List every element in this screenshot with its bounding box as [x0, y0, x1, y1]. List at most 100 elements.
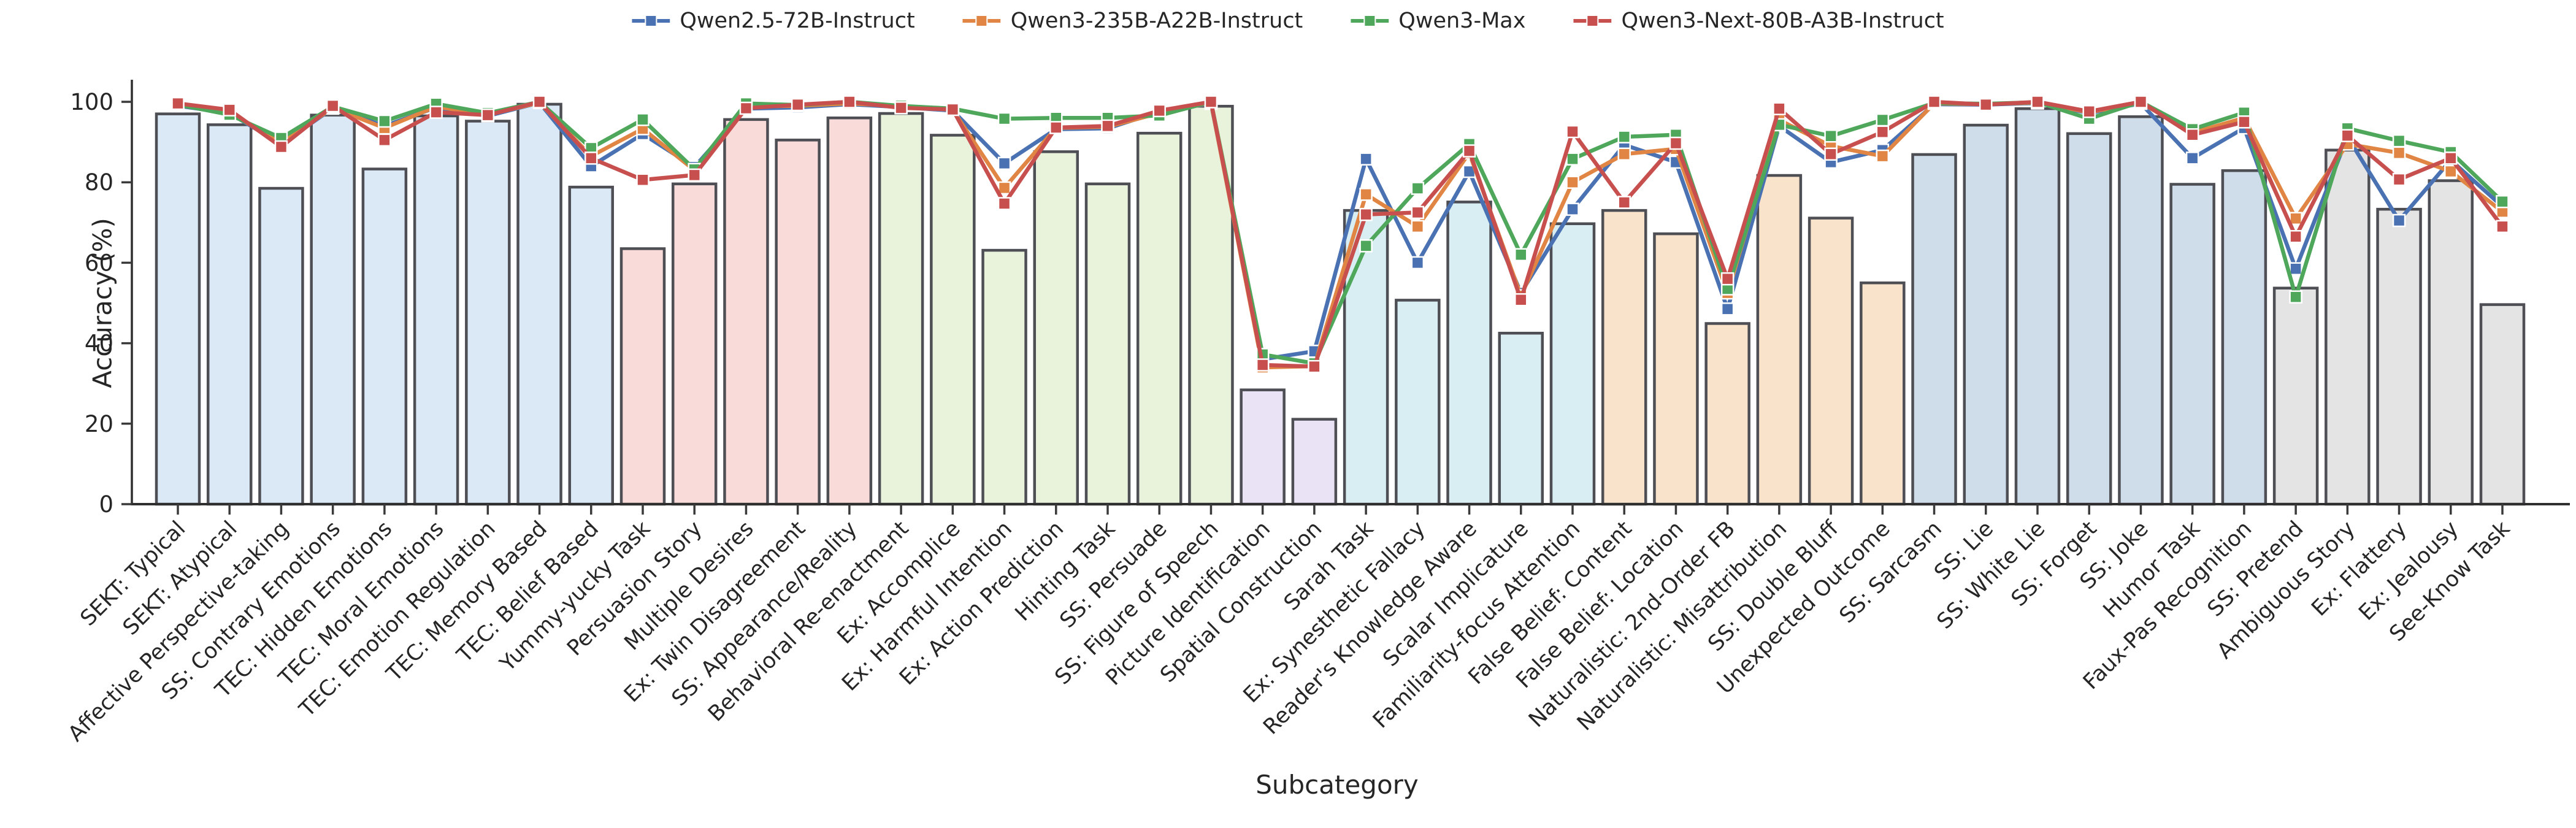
marker-Qwen3-Next-80B-A3B-Instruct-TEC: Emotion Regulation: [481, 108, 495, 122]
marker-Qwen3-Next-80B-A3B-Instruct-SS: White Lie: [2031, 95, 2044, 109]
marker-Qwen2.5-72B-Instruct-Familiarity-focus Attention: [1566, 202, 1579, 216]
marker-Qwen3-Next-80B-A3B-Instruct-Scalar Implicature: [1514, 293, 1528, 307]
marker-Qwen3-Next-80B-A3B-Instruct-Naturalistic: 2nd-Order FB: [1720, 272, 1735, 286]
marker-Qwen3-Next-80B-A3B-Instruct-Faux-Pas Recognition: [2237, 115, 2251, 129]
bar-SS: Double Bluff: [1807, 217, 1854, 506]
marker-Qwen3-Next-80B-A3B-Instruct-Hinting Task: [1101, 119, 1114, 133]
bar-Ex: Jealousy: [2428, 179, 2474, 506]
bar-Ex: Synesthetic Fallacy: [1395, 299, 1441, 506]
marker-Qwen3-Next-80B-A3B-Instruct-SS: Joke: [2134, 95, 2148, 109]
bar-TEC: Hidden Emotions: [361, 167, 408, 506]
marker-Qwen3-235B-A22B-Instruct-Ex: Jealousy: [2444, 164, 2458, 178]
y-tick-label: 100: [70, 89, 113, 115]
legend-item-3: Qwen3-Max: [1351, 9, 1525, 33]
bar-SEKT: Atypical: [206, 123, 253, 506]
bars-layer: [155, 102, 2526, 506]
marker-Qwen3-Next-80B-A3B-Instruct-SEKT: Atypical: [223, 103, 236, 117]
bar-Picture Identification: [1240, 388, 1286, 506]
bar-Ex: Action Prediction: [1033, 150, 1079, 506]
marker-Qwen3-Next-80B-A3B-Instruct-SS: Pretend: [2289, 230, 2302, 243]
bar-Reader's Knowledge Aware: [1446, 201, 1492, 506]
bar-SS: Joke: [2118, 115, 2164, 506]
marker-Qwen3-235B-A22B-Instruct-Familiarity-focus Attention: [1566, 175, 1579, 189]
bar-Ex: Accomplice: [930, 134, 976, 506]
marker-Qwen3-Next-80B-A3B-Instruct-See-Know Task: [2496, 220, 2509, 234]
marker-Qwen3-Next-80B-A3B-Instruct-Unexpected Outcome: [1876, 125, 1890, 139]
legend-line-marker-icon: [1573, 15, 1612, 27]
marker-Qwen3-235B-A22B-Instruct-Unexpected Outcome: [1876, 149, 1890, 163]
y-tick-label: 40: [85, 331, 113, 357]
marker-Qwen3-Max-SS: Double Bluff: [1824, 129, 1838, 143]
marker-Qwen3-Max-TEC: Hidden Emotions: [378, 114, 391, 128]
marker-Qwen3-Next-80B-A3B-Instruct-Ambiguous Story: [2340, 129, 2355, 142]
series-line: [177, 99, 2504, 366]
marker-Qwen3-Next-80B-A3B-Instruct-Ex: Synesthetic Fallacy: [1411, 205, 1425, 220]
bar-Spatial Construction: [1291, 418, 1338, 506]
marker-Qwen3-Next-80B-A3B-Instruct-SS: Forget: [2082, 104, 2096, 118]
bar-SS: Pretend: [2272, 286, 2319, 506]
marker-Qwen3-Max-SS: Pretend: [2289, 290, 2302, 304]
bar-Affective Perspective-taking: [258, 186, 304, 506]
bar-False Belief: Content: [1601, 209, 1647, 506]
marker-Qwen3-235B-A22B-Instruct-Ex: Harmful Intention: [997, 181, 1011, 195]
marker-Qwen3-Next-80B-A3B-Instruct-SS: Contrary Emotions: [326, 99, 340, 113]
bar-False Belief: Location: [1653, 232, 1699, 506]
bar-SS: Contrary Emotions: [310, 113, 356, 506]
bar-See-Know Task: [2479, 303, 2526, 506]
bar-Behavioral Re-enactment: [878, 112, 924, 506]
marker-Qwen3-Next-80B-A3B-Instruct-SS: Lie: [1979, 98, 1993, 112]
bar-SEKT: Typical: [155, 112, 201, 506]
marker-Qwen3-Next-80B-A3B-Instruct-SS: Sarcasm: [1927, 95, 1941, 109]
bar-TEC: Moral Emotions: [413, 114, 459, 506]
marker-Qwen3-Next-80B-A3B-Instruct-Persuasion Story: [688, 168, 701, 182]
y-axis-title: Accuracy (%): [87, 218, 118, 388]
marker-Qwen3-Max-Scalar Implicature: [1514, 248, 1528, 262]
marker-Qwen3-Next-80B-A3B-Instruct-Reader's Knowledge Aware: [1462, 144, 1476, 158]
marker-Qwen3-Next-80B-A3B-Instruct-TEC: Memory Based: [532, 95, 546, 109]
marker-Qwen2.5-72B-Instruct-Sarah Task: [1359, 152, 1373, 166]
bar-Multiple Desires: [723, 118, 769, 506]
marker-Qwen2.5-72B-Instruct-Ex: Synesthetic Fallacy: [1411, 256, 1425, 270]
marker-Qwen3-235B-A22B-Instruct-SS: Pretend: [2289, 212, 2302, 225]
marker-Qwen3-Next-80B-A3B-Instruct-Behavioral Re-enactment: [894, 101, 908, 115]
legend-label: Qwen2.5-72B-Instruct: [680, 9, 915, 33]
marker-Qwen3-Next-80B-A3B-Instruct-Picture Identification: [1255, 358, 1270, 372]
legend-line-marker-icon: [962, 15, 1001, 27]
bar-Ex: Twin Disagreement: [775, 139, 821, 506]
marker-Qwen2.5-72B-Instruct-Ex: Harmful Intention: [997, 156, 1011, 171]
legend-label: Qwen3-Next-80B-A3B-Instruct: [1621, 9, 1944, 33]
marker-Qwen3-Next-80B-A3B-Instruct-TEC: Moral Emotions: [429, 105, 443, 119]
x-axis-title: Subcategory: [1255, 770, 1419, 800]
bar-Scalar Implicature: [1498, 331, 1544, 506]
bar-Naturalistic: Misattribution: [1756, 174, 1803, 506]
marker-Qwen3-Max-Sarah Task: [1359, 239, 1373, 253]
marker-Qwen3-Max-Yummy-yucky Task: [636, 113, 650, 126]
legend-line-marker-icon: [632, 15, 670, 27]
legend-item-2: Qwen3-235B-A22B-Instruct: [962, 9, 1303, 33]
bar-Naturalistic: 2nd-Order FB: [1704, 322, 1750, 506]
marker-Qwen3-Next-80B-A3B-Instruct-Humor Task: [2185, 128, 2199, 142]
marker-Qwen3-Max-Ex: Flattery: [2392, 134, 2406, 148]
legend-line-marker-icon: [1351, 15, 1389, 27]
legend-label: Qwen3-235B-A22B-Instruct: [1010, 9, 1303, 33]
marker-Qwen3-Next-80B-A3B-Instruct-Ex: Action Prediction: [1049, 121, 1063, 134]
bar-SS: White Lie: [2014, 107, 2061, 506]
bar-TEC: Emotion Regulation: [465, 120, 511, 506]
bar-SS: Sarcasm: [1911, 153, 1957, 506]
bar-SS: Appearance/Reality: [826, 116, 873, 506]
marker-Qwen3-Next-80B-A3B-Instruct-SS: Figure of Speech: [1204, 95, 1218, 109]
y-tick-label: 20: [85, 411, 113, 437]
series-line: [177, 99, 2504, 369]
line-series-Qwen3-Next-80B-A3B-Instruct: [171, 95, 2509, 374]
marker-Qwen3-Next-80B-A3B-Instruct-SEKT: Typical: [171, 96, 185, 110]
y-tick-label: 80: [85, 169, 113, 196]
marker-Qwen3-Next-80B-A3B-Instruct-Multiple Desires: [739, 101, 753, 115]
y-axis: 0 20 40 60 80 100: [70, 89, 132, 518]
marker-Qwen3-Next-80B-A3B-Instruct-TEC: Hidden Emotions: [378, 133, 391, 147]
bar-Yummy-yucky Task: [619, 247, 666, 506]
bar-Persuasion Story: [671, 182, 718, 506]
marker-Qwen2.5-72B-Instruct-Naturalistic: 2nd-Order FB: [1720, 302, 1735, 316]
marker-Qwen3-235B-A22B-Instruct-False Belief: Content: [1617, 147, 1631, 161]
